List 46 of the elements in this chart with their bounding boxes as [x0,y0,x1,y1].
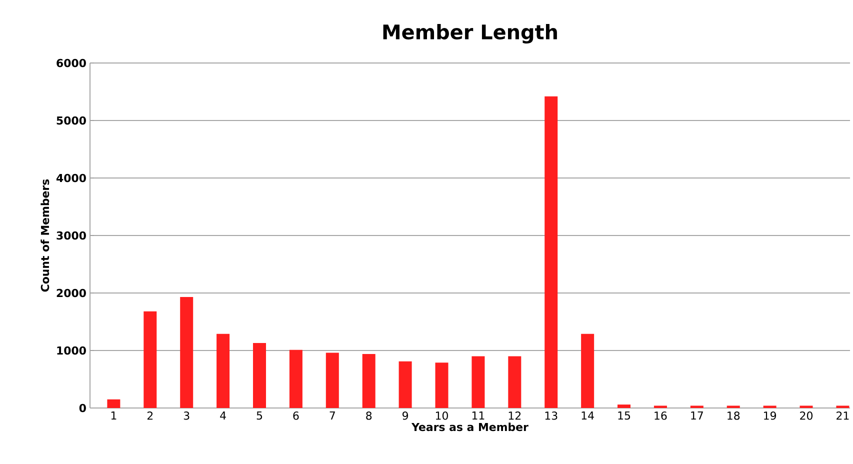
x-tick-label: 4 [220,412,226,420]
bar [180,297,194,408]
x-tick-label: 3 [184,412,190,420]
bar [508,356,522,408]
x-tick-label: 13 [545,412,558,420]
y-tick-label: 5000 [56,116,86,125]
bar [289,350,302,408]
y-tick-label: 1000 [57,346,86,355]
x-tick-label: 2 [147,412,153,420]
y-tick-label: 4000 [56,174,86,182]
bar [435,362,448,408]
x-tick-label: 8 [366,412,372,420]
x-tick-label: 20 [800,412,812,420]
bar [581,334,594,408]
x-tick-label: 17 [691,412,703,420]
bar [216,334,230,408]
bar [144,311,157,408]
y-tick-label: 6000 [56,58,86,68]
chart-title: Member Length [383,24,557,44]
bar [253,343,266,408]
x-tick-label: 1 [111,412,116,420]
y-tick-label: 2000 [56,288,86,298]
y-axis-title: Count of Members [40,179,50,292]
bar [326,352,339,408]
y-tick-label: 3000 [56,231,86,240]
bar [107,399,120,408]
x-tick-label: 19 [764,412,776,420]
x-tick-label: 16 [654,412,667,420]
x-tick-label: 5 [256,412,262,420]
bar [398,361,412,408]
bar [362,354,376,408]
bar [618,404,631,408]
x-tick-label: 6 [293,412,299,420]
x-tick-label: 12 [508,412,521,420]
x-tick-label: 11 [472,412,484,420]
x-axis-title: Years as a Member [411,422,528,432]
x-tick-label: 10 [436,412,448,420]
x-tick-label: 21 [836,412,849,420]
bar [472,356,485,408]
y-tick-label: 0 [79,404,86,412]
bar [544,96,558,408]
x-tick-label: 14 [582,412,594,420]
x-tick-label: 9 [402,412,408,420]
x-tick-label: 15 [618,412,630,420]
x-tick-label: 7 [330,412,335,420]
x-tick-label: 18 [728,412,740,420]
